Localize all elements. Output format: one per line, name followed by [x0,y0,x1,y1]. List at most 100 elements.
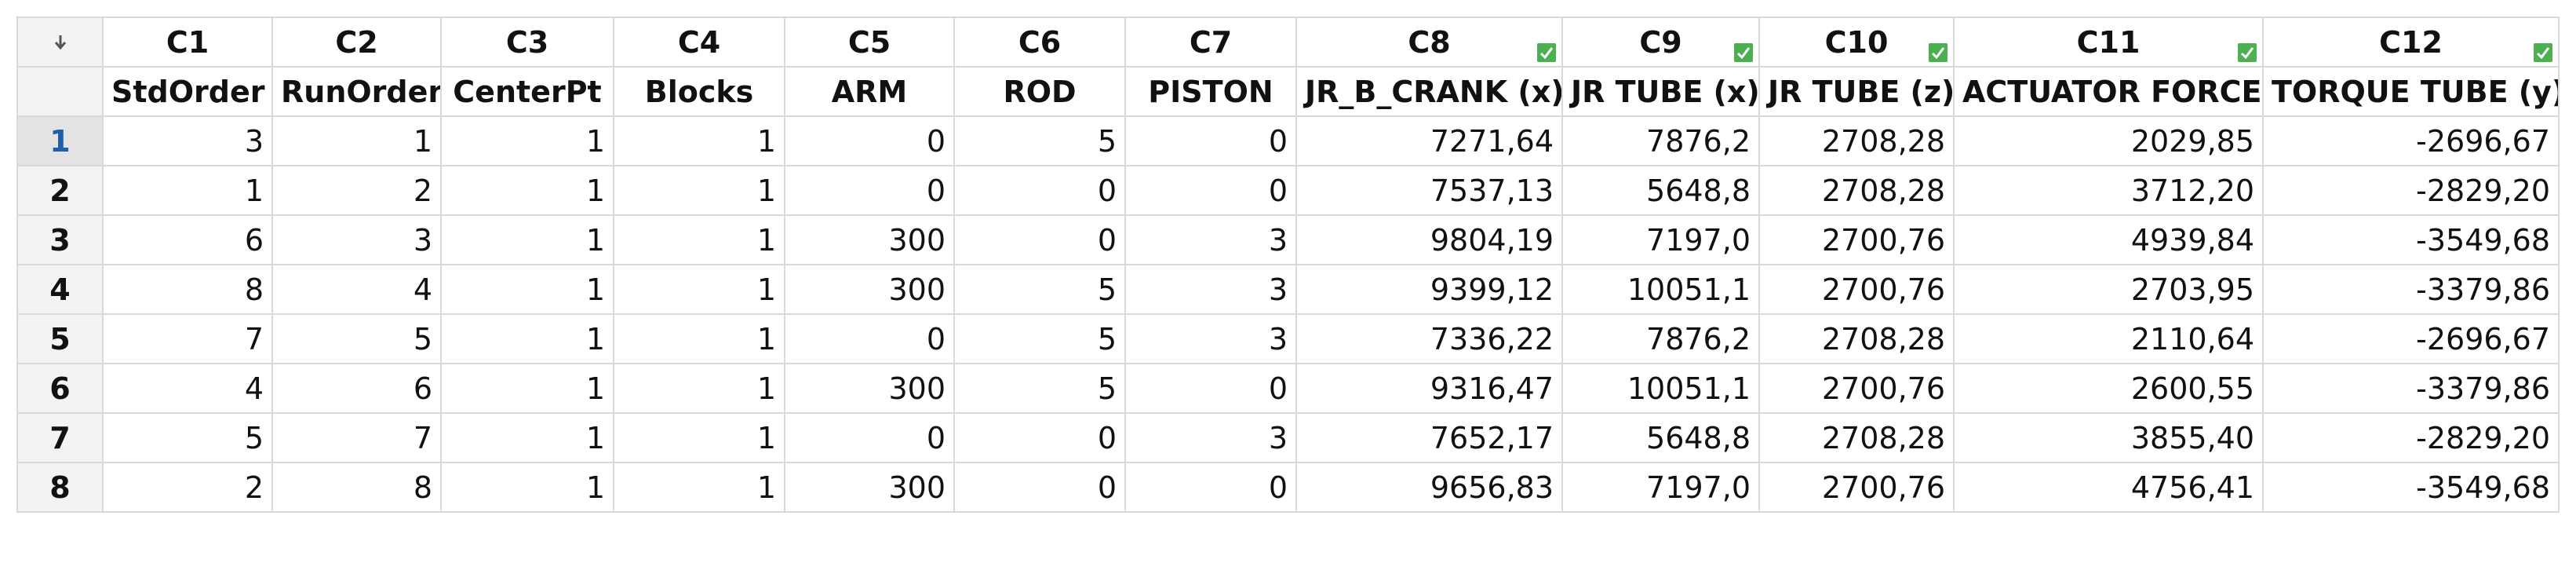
cell[interactable]: 1 [613,313,785,364]
cell[interactable]: 1 [440,264,614,315]
cell[interactable]: 3 [1124,264,1297,315]
cell[interactable]: 1 [102,165,273,216]
column-name[interactable]: PISTON [1124,66,1297,117]
cell[interactable]: 0 [953,462,1126,513]
cell[interactable]: 0 [784,115,955,166]
cell[interactable]: 1 [613,462,785,513]
cell[interactable]: -2829,20 [2262,412,2560,463]
column-id[interactable]: C10 [1758,16,1955,68]
column-name[interactable]: JR_B_CRANK (x) [1295,66,1563,117]
row-header[interactable]: 6 [16,363,104,414]
cell[interactable]: 1 [613,412,785,463]
cell[interactable]: 5 [953,363,1126,414]
cell[interactable]: 4939,84 [1953,214,2264,265]
cell[interactable]: 0 [1124,363,1297,414]
cell[interactable]: 3 [102,115,273,166]
column-id[interactable]: C7 [1124,16,1297,68]
cell[interactable]: 1 [440,214,614,265]
column-name[interactable]: RunOrder [271,66,442,117]
cell[interactable]: 5 [953,115,1126,166]
cell[interactable]: 7336,22 [1295,313,1563,364]
cell[interactable]: 0 [784,165,955,216]
cell[interactable]: 7197,0 [1561,214,1760,265]
cell[interactable]: 300 [784,363,955,414]
cell[interactable]: 10051,1 [1561,264,1760,315]
cell[interactable]: 1 [440,462,614,513]
cell[interactable]: 6 [271,363,442,414]
cell[interactable]: 0 [953,412,1126,463]
cell[interactable]: 2 [271,165,442,216]
cell[interactable]: 3 [1124,412,1297,463]
cell[interactable]: 1 [613,165,785,216]
corner-cell[interactable] [16,66,104,117]
column-id[interactable]: C12 [2262,16,2560,68]
cell[interactable]: 1 [613,363,785,414]
column-id[interactable]: C3 [440,16,614,68]
corner-cell[interactable] [16,16,104,68]
cell[interactable]: 2700,76 [1758,363,1955,414]
cell[interactable]: 7876,2 [1561,313,1760,364]
cell[interactable]: 2700,76 [1758,264,1955,315]
column-name[interactable]: StdOrder [102,66,273,117]
cell[interactable]: 1 [613,264,785,315]
column-id[interactable]: C1 [102,16,273,68]
cell[interactable]: 4 [271,264,442,315]
cell[interactable]: 0 [1124,462,1297,513]
cell[interactable]: 0 [953,165,1126,216]
cell[interactable]: 1 [271,115,442,166]
column-name[interactable]: ACTUATOR FORCE [1953,66,2264,117]
cell[interactable]: 8 [102,264,273,315]
column-name[interactable]: ROD [953,66,1126,117]
cell[interactable]: -3379,86 [2262,363,2560,414]
cell[interactable]: 2700,76 [1758,214,1955,265]
cell[interactable]: 0 [953,214,1126,265]
cell[interactable]: -3379,86 [2262,264,2560,315]
column-name[interactable]: TORQUE TUBE (y) [2262,66,2560,117]
cell[interactable]: 1 [613,214,785,265]
column-name[interactable]: Blocks [613,66,785,117]
cell[interactable]: 300 [784,264,955,315]
cell[interactable]: 300 [784,214,955,265]
cell[interactable]: 7271,64 [1295,115,1563,166]
cell[interactable]: 2 [102,462,273,513]
cell[interactable]: 300 [784,462,955,513]
cell[interactable]: 5648,8 [1561,412,1760,463]
cell[interactable]: 0 [1124,115,1297,166]
cell[interactable]: 2110,64 [1953,313,2264,364]
row-header[interactable]: 2 [16,165,104,216]
cell[interactable]: 9316,47 [1295,363,1563,414]
cell[interactable]: 3712,20 [1953,165,2264,216]
cell[interactable]: -2696,67 [2262,313,2560,364]
cell[interactable]: 1 [440,412,614,463]
cell[interactable]: 7 [271,412,442,463]
cell[interactable]: 2708,28 [1758,165,1955,216]
cell[interactable]: 7197,0 [1561,462,1760,513]
cell[interactable]: 5648,8 [1561,165,1760,216]
column-name[interactable]: ARM [784,66,955,117]
column-id[interactable]: C8 [1295,16,1563,68]
cell[interactable]: 2600,55 [1953,363,2264,414]
cell[interactable]: 0 [1124,165,1297,216]
cell[interactable]: -3549,68 [2262,462,2560,513]
cell[interactable]: 6 [102,214,273,265]
cell[interactable]: 2700,76 [1758,462,1955,513]
cell[interactable]: 5 [953,313,1126,364]
row-header[interactable]: 1 [16,115,104,166]
column-id[interactable]: C11 [1953,16,2264,68]
cell[interactable]: 1 [440,165,614,216]
cell[interactable]: 7 [102,313,273,364]
cell[interactable]: 3 [1124,214,1297,265]
column-id[interactable]: C9 [1561,16,1760,68]
cell[interactable]: 1 [440,363,614,414]
cell[interactable]: 7652,17 [1295,412,1563,463]
cell[interactable]: 3855,40 [1953,412,2264,463]
cell[interactable]: 9399,12 [1295,264,1563,315]
cell[interactable]: 2029,85 [1953,115,2264,166]
cell[interactable]: -2696,67 [2262,115,2560,166]
row-header[interactable]: 8 [16,462,104,513]
cell[interactable]: 2708,28 [1758,115,1955,166]
cell[interactable]: 7537,13 [1295,165,1563,216]
cell[interactable]: 0 [784,313,955,364]
cell[interactable]: 5 [102,412,273,463]
cell[interactable]: 5 [271,313,442,364]
